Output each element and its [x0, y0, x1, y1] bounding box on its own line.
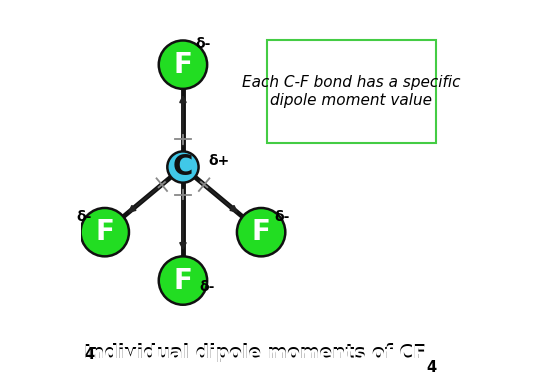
Text: δ-: δ- — [199, 280, 215, 294]
Text: F: F — [251, 218, 270, 246]
Text: 4: 4 — [426, 360, 437, 375]
Text: C: C — [173, 153, 193, 181]
Text: F: F — [96, 218, 114, 246]
Text: F: F — [174, 267, 192, 294]
Text: δ-: δ- — [274, 210, 289, 224]
FancyBboxPatch shape — [267, 40, 436, 143]
Text: Individual dipole moments of CF: Individual dipole moments of CF — [84, 344, 426, 363]
Circle shape — [159, 40, 207, 89]
Text: δ-: δ- — [77, 210, 92, 224]
Text: δ-: δ- — [195, 37, 211, 51]
Circle shape — [237, 208, 285, 256]
Text: Each C-F bond has a specific
dipole moment value: Each C-F bond has a specific dipole mome… — [242, 75, 460, 108]
Text: F: F — [174, 51, 192, 79]
Text: 4: 4 — [84, 348, 94, 363]
Text: Individual dipole moments of CF: Individual dipole moments of CF — [84, 345, 446, 364]
Circle shape — [159, 256, 207, 305]
Circle shape — [167, 152, 199, 183]
Text: δ+: δ+ — [208, 154, 229, 168]
Circle shape — [80, 208, 129, 256]
